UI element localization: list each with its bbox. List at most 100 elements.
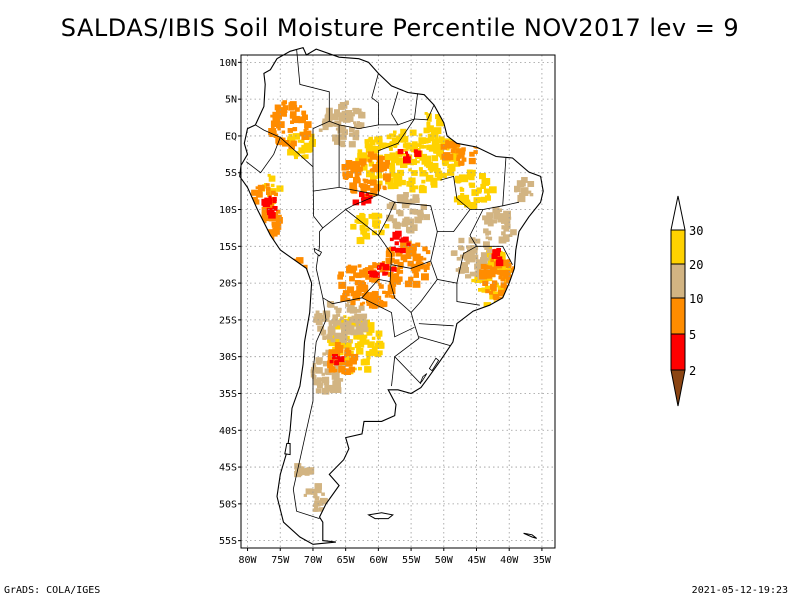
- country-border: [245, 137, 281, 174]
- colorbar-segment-below-2: [670, 369, 686, 407]
- lake-lagoa-dos-patos: [428, 357, 440, 372]
- lat-tick-label: 35S: [219, 389, 237, 400]
- anomaly-patch: [261, 195, 278, 219]
- lon-tick-label: 75W: [271, 555, 290, 566]
- lon-tick-label: 80W: [239, 555, 258, 566]
- lon-tick-label: 55W: [402, 555, 421, 566]
- lat-tick-label: 5N: [225, 95, 237, 106]
- latitude-tick-labels: 10N 5N EQ 5S 10S 15S 20S 25S 30S 35S 40S 45S 50S 55S: [219, 58, 241, 547]
- country-border: [315, 268, 363, 305]
- coastline-layer: [239, 46, 544, 545]
- country-border: [378, 118, 415, 195]
- anomaly-patch: [268, 100, 312, 150]
- colorbar-legend: 30 20 10 5 2: [670, 195, 703, 407]
- lat-tick-label: 20S: [219, 279, 237, 290]
- map-frame: [240, 54, 556, 549]
- country-border: [430, 231, 477, 284]
- country-border: [296, 49, 330, 167]
- country-border: [312, 187, 340, 192]
- anomaly-patch: [294, 463, 315, 478]
- anomaly-patch: [368, 262, 397, 278]
- country-border: [502, 157, 507, 206]
- lat-tick-label: 40S: [219, 426, 237, 437]
- anomaly-patch: [329, 354, 345, 366]
- country-border: [414, 104, 435, 121]
- gridlines: [241, 55, 555, 548]
- colorbar-label: 5: [689, 328, 696, 342]
- country-border: [418, 336, 451, 346]
- lon-tick-label: 40W: [500, 555, 519, 566]
- country-border: [378, 91, 399, 126]
- lat-tick-label: EQ: [225, 131, 237, 142]
- country-border: [361, 278, 391, 299]
- country-border: [292, 297, 327, 519]
- anomaly-patch: [453, 169, 497, 210]
- lat-tick-label: 45S: [219, 463, 237, 474]
- colorbar-label: 2: [689, 364, 696, 378]
- footer-timestamp: 2021-05-12-19:23: [691, 585, 788, 596]
- anomaly-patch: [318, 100, 366, 148]
- anomaly-patch: [303, 483, 328, 512]
- anomaly-patch: [482, 206, 517, 244]
- lat-tick-label: 15S: [219, 242, 237, 253]
- country-borders: [245, 49, 520, 519]
- lat-tick-label: 55S: [219, 536, 237, 547]
- country-border: [456, 283, 480, 306]
- country-border: [391, 260, 431, 269]
- country-border: [345, 194, 379, 210]
- country-border: [339, 187, 379, 196]
- island-chiloe: [284, 443, 291, 456]
- longitude-tick-labels: 80W 75W 70W 65W 60W 55W 50W 45W 40W 35W: [239, 548, 552, 566]
- colorbar-label: 20: [689, 258, 703, 272]
- anomaly-patch: [313, 300, 369, 343]
- country-border: [361, 297, 415, 338]
- lake-lagoa-mirim: [419, 373, 428, 384]
- footer-credit: GrADS: COLA/IGES: [4, 585, 101, 596]
- anomaly-patch: [514, 177, 535, 203]
- lake-titicaca: [313, 247, 323, 257]
- country-border: [440, 175, 471, 210]
- country-border: [391, 356, 396, 387]
- anomaly-patch: [340, 464, 358, 477]
- lon-tick-label: 35W: [533, 555, 552, 566]
- colorbar-label: 10: [689, 292, 703, 306]
- anomaly-patch: [448, 104, 472, 123]
- colorbar-segment-10-20: [670, 263, 686, 299]
- anomaly-patch: [286, 257, 311, 319]
- anomaly-patch: [491, 248, 504, 267]
- lat-tick-label: 50S: [219, 499, 237, 510]
- country-border: [378, 202, 396, 236]
- anomaly-patch: [287, 131, 316, 160]
- anomaly-layer: [244, 100, 535, 512]
- lat-tick-label: 25S: [219, 315, 237, 326]
- lon-tick-label: 60W: [369, 555, 388, 566]
- lon-tick-label: 70W: [304, 555, 323, 566]
- lat-tick-label: 10N: [219, 58, 237, 69]
- country-border: [255, 124, 281, 138]
- lat-tick-label: 10S: [219, 205, 237, 216]
- colorbar-segment-2-5: [670, 333, 686, 371]
- anomaly-patch: [278, 321, 303, 369]
- lon-tick-label: 65W: [337, 555, 356, 566]
- country-border: [418, 323, 454, 327]
- colorbar-segment-5-10: [670, 297, 686, 335]
- lon-tick-label: 45W: [467, 555, 486, 566]
- lon-tick-label: 50W: [435, 555, 454, 566]
- lat-tick-label: 30S: [219, 352, 237, 363]
- country-border: [315, 227, 324, 269]
- coastline: [239, 46, 544, 545]
- country-border: [280, 137, 422, 385]
- anomaly-patch: [389, 230, 411, 254]
- country-border: [410, 279, 438, 313]
- colorbar-segment-above-30: [670, 195, 686, 231]
- anomaly-patch: [386, 192, 430, 234]
- island-falkland: [367, 512, 394, 520]
- colorbar-label: 30: [689, 224, 703, 238]
- island-south-georgia: [523, 532, 538, 539]
- map-title: SALDAS/IBIS Soil Moisture Percentile NOV…: [60, 14, 740, 42]
- anomaly-patch: [350, 212, 390, 245]
- lat-tick-label: 5S: [225, 168, 237, 179]
- colorbar-segment-20-30: [670, 229, 686, 265]
- anomaly-patch: [397, 149, 422, 164]
